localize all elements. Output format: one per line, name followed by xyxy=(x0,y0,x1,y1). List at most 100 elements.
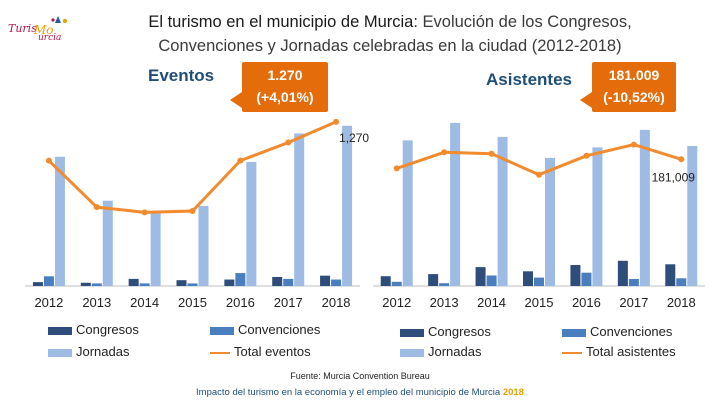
chart1-tick-label-2017: 2017 xyxy=(619,295,648,310)
legend-item-convenciones: Convenciones xyxy=(210,322,320,337)
chart0-bar-congresos-2017 xyxy=(272,276,283,286)
chart0-bar-convenciones-2015 xyxy=(187,283,198,286)
chart1-bar-jornadas-2013 xyxy=(450,122,461,287)
chart0-data-label: 1,270 xyxy=(339,131,369,145)
asistentes-callout-value: 181.009 xyxy=(608,67,660,83)
chart1-bar-jornadas-2012 xyxy=(402,140,413,286)
chart1-bar-jornadas-2016 xyxy=(592,147,603,286)
chart1-tick-label-2015: 2015 xyxy=(525,295,554,310)
page-title: El turismo en el municipio de Murcia: Ev… xyxy=(80,10,700,58)
legend-label: Congresos xyxy=(428,324,491,339)
svg-text:Mo: Mo xyxy=(33,23,54,37)
chart0-bar-convenciones-2018 xyxy=(331,279,342,286)
chart1-bar-congresos-2013 xyxy=(428,274,439,286)
chart1-total-line xyxy=(396,143,682,177)
chart1-bar-congresos-2016 xyxy=(570,265,581,286)
eventos-callout-change: (+4,01%) xyxy=(256,89,314,105)
chart1-bar-convenciones-2012 xyxy=(391,281,402,286)
legend-item-congresos: Congresos xyxy=(400,324,491,339)
eventos-callout: 1.270 (+4,01%) xyxy=(230,62,328,112)
chart0-bar-congresos-2016 xyxy=(224,279,235,286)
chart1-data-label: 181,009 xyxy=(652,170,696,184)
chart0-tick-label-2012: 2012 xyxy=(34,295,63,310)
chart1-tick-label-2014: 2014 xyxy=(477,295,506,310)
chart1-total-point-2013 xyxy=(441,149,448,156)
footer-caption-year: 2018 xyxy=(502,387,524,398)
chart0-total-line xyxy=(47,120,337,214)
chart1-tick-label-2013: 2013 xyxy=(430,295,459,310)
chart0-tick-label-2013: 2013 xyxy=(82,295,111,310)
chart0-bar-jornadas-2018 xyxy=(342,125,353,286)
chart0-bar-congresos-2015 xyxy=(176,280,187,286)
chart1-total-point-2016 xyxy=(583,152,590,159)
chart0-bar-convenciones-2014 xyxy=(139,283,150,286)
legend-swatch xyxy=(48,348,72,357)
chart0-bar-convenciones-2012 xyxy=(43,276,54,286)
chart0-bar-congresos-2013 xyxy=(80,282,91,286)
chart1-bar-convenciones-2016 xyxy=(581,272,592,286)
asistentes-label: Asistentes xyxy=(486,70,572,89)
chart0-bar-convenciones-2017 xyxy=(283,278,294,286)
chart1-bar-convenciones-2015 xyxy=(534,277,544,286)
chart1-tick-label-2016: 2016 xyxy=(572,295,601,310)
footer-source: Fuente: Murcia Convention Bureau xyxy=(290,371,430,381)
chart1-tick-label-2012: 2012 xyxy=(382,295,411,310)
chart1-bar-jornadas-2015 xyxy=(545,157,555,286)
title-main: El turismo en el municipio de Murcia: xyxy=(148,13,418,31)
legend-item-congresos: Congresos xyxy=(48,322,139,337)
legend-item-jornadas: Jornadas xyxy=(48,344,129,359)
title-rest: Evolución de los Congresos, xyxy=(422,13,632,31)
chart0-bar-congresos-2018 xyxy=(320,275,331,286)
chart1-total-point-2014 xyxy=(488,150,495,157)
chart0-tick-label-2018: 2018 xyxy=(322,295,351,310)
chart1-bar-congresos-2015 xyxy=(523,271,533,286)
chart0-tick-label-2017: 2017 xyxy=(274,295,303,310)
chart1-bar-convenciones-2014 xyxy=(486,275,497,286)
turismo-murcia-logo: Turis Mo urcia xyxy=(8,16,68,42)
chart0-bar-jornadas-2013 xyxy=(102,200,113,286)
chart1-bar-jornadas-2014 xyxy=(497,136,508,286)
chart1-total-point-2017 xyxy=(630,141,637,148)
title-line2: Convenciones y Jornadas celebradas en la… xyxy=(158,37,622,55)
chart1-bar-jornadas-2018 xyxy=(687,146,698,286)
chart0-total-point-2018 xyxy=(333,118,340,125)
chart0-total-point-2014 xyxy=(141,209,148,216)
chart0-total-point-2013 xyxy=(93,204,100,211)
legend-item-total-asistentes: Total asistentes xyxy=(562,344,676,359)
legend-swatch xyxy=(210,326,234,335)
chart1-bar-congresos-2012 xyxy=(380,276,391,286)
legend-label: Total eventos xyxy=(234,344,311,359)
chart1-total-point-2012 xyxy=(393,165,400,172)
chart1-total-point-2015 xyxy=(536,171,542,178)
chart0-total-point-2017 xyxy=(285,139,292,146)
eventos-callout-value: 1.270 xyxy=(267,67,303,83)
chart1-bar-convenciones-2018 xyxy=(676,278,687,286)
legend-label: Convenciones xyxy=(590,324,673,339)
chart1-total-point-2018 xyxy=(678,156,685,163)
chart1-bar-congresos-2018 xyxy=(665,264,676,286)
asistentes-callout: 181.009 (-10,52%) xyxy=(580,62,676,112)
chart0-bar-jornadas-2014 xyxy=(150,212,161,286)
legend-swatch xyxy=(210,351,230,354)
chart0-bar-jornadas-2012 xyxy=(54,156,65,286)
legend-swatch xyxy=(400,328,424,337)
legend-label: Total asistentes xyxy=(586,344,676,359)
legend-swatch xyxy=(562,328,586,337)
asistentes-callout-change: (-10,52%) xyxy=(603,89,665,105)
chart0-bar-jornadas-2016 xyxy=(246,161,257,286)
chart0-bar-jornadas-2017 xyxy=(294,133,305,286)
chart0-tick-label-2016: 2016 xyxy=(226,295,255,310)
footer-caption: Impacto del turismo en la economía y el … xyxy=(0,387,720,398)
chart0-bar-jornadas-2015 xyxy=(198,205,209,286)
chart1-bar-congresos-2014 xyxy=(475,267,486,286)
legend-item-total-eventos: Total eventos xyxy=(210,344,311,359)
chart1-bar-convenciones-2017 xyxy=(628,279,639,286)
chart0-total-point-2015 xyxy=(189,208,196,215)
legend-label: Congresos xyxy=(76,322,139,337)
chart0-tick-label-2014: 2014 xyxy=(130,295,159,310)
chart1-bar-convenciones-2013 xyxy=(439,283,450,286)
chart0-bar-congresos-2012 xyxy=(32,282,43,286)
legend-swatch xyxy=(400,348,424,357)
legend-label: Jornadas xyxy=(428,344,482,359)
